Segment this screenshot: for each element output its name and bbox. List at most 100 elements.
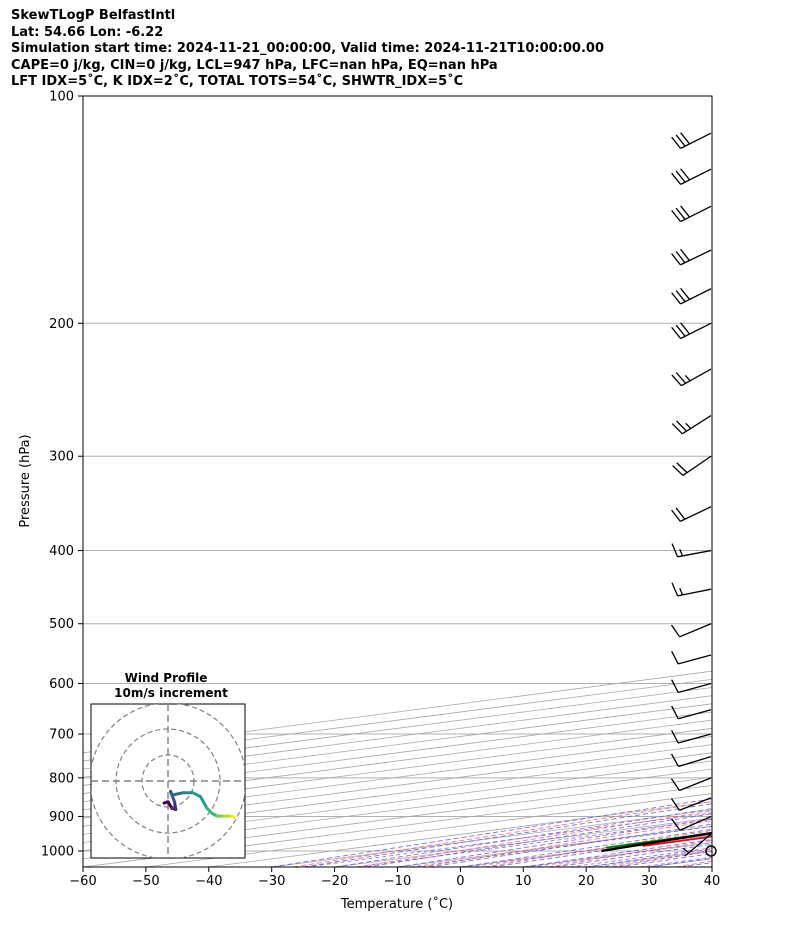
y-tick-label: 100 xyxy=(49,90,74,105)
sounding-data xyxy=(601,831,712,853)
barb-feather xyxy=(675,207,686,220)
barb-feather xyxy=(671,679,679,693)
barb-half-feather xyxy=(682,847,690,854)
barb-feather xyxy=(670,798,680,811)
moist-adiabat xyxy=(554,843,712,867)
barb-shaft xyxy=(680,205,712,223)
barb-shaft xyxy=(680,249,712,266)
barb-shaft xyxy=(678,733,712,744)
barb-half-feather xyxy=(684,375,691,382)
wind-barb xyxy=(682,833,712,857)
x-tick-label: −40 xyxy=(195,874,222,889)
wind-barb xyxy=(670,797,712,811)
y-tick-label: 600 xyxy=(49,677,74,692)
barb-shaft xyxy=(680,132,712,149)
station-location: Lat: 54.66 Lon: -6.22 xyxy=(11,24,164,40)
barb-half-feather xyxy=(679,588,684,596)
y-tick-label: 700 xyxy=(49,728,74,743)
dry-adiabat xyxy=(675,860,712,867)
wind-barb xyxy=(672,455,712,476)
barb-feather xyxy=(671,729,679,744)
moist-adiabat xyxy=(711,866,712,867)
x-tick-label: −50 xyxy=(132,874,159,889)
barb-feather xyxy=(680,205,691,218)
y-tick-label: 900 xyxy=(49,810,74,825)
dry-adiabat xyxy=(612,850,712,867)
barb-shaft xyxy=(682,455,712,476)
barb-feather xyxy=(675,507,686,520)
x-tick-label: 10 xyxy=(515,874,532,889)
wind-barb xyxy=(670,623,712,638)
barb-feather xyxy=(671,705,679,719)
x-tick-label: −20 xyxy=(321,874,348,889)
barb-feather xyxy=(675,372,687,384)
x-tick-label: −30 xyxy=(258,874,285,889)
moist-adiabat xyxy=(303,803,712,867)
y-tick-label: 400 xyxy=(49,544,74,559)
isotherm xyxy=(586,850,712,867)
moist-adiabat xyxy=(649,857,712,867)
isotherm xyxy=(83,695,712,778)
moist-adiabat xyxy=(744,96,794,867)
wind-barb xyxy=(671,506,712,522)
barb-feather xyxy=(680,322,691,335)
isotherm xyxy=(711,866,712,867)
barb-feather xyxy=(671,326,682,339)
barb-shaft xyxy=(681,368,712,387)
y-tick-label: 800 xyxy=(49,771,74,786)
wind-barb xyxy=(705,845,717,857)
moist-adiabat xyxy=(366,813,712,867)
barb-feather xyxy=(671,253,681,266)
barb-feather xyxy=(675,290,686,303)
hodograph-segment xyxy=(230,814,236,819)
barb-shaft xyxy=(678,756,712,768)
hodograph-segment xyxy=(199,795,209,810)
wind-barb xyxy=(671,705,712,720)
wind-barb xyxy=(671,582,712,597)
x-tick-label: −60 xyxy=(69,874,96,889)
barb-feather xyxy=(671,374,682,387)
convective-parameters: CAPE=0 j/kg, CIN=0 j/kg, LCL=947 hPa, LF… xyxy=(11,57,498,73)
x-tick-label: 40 xyxy=(704,874,721,889)
simulation-times: Simulation start time: 2024-11-21_00:00:… xyxy=(11,41,604,56)
wind-barb xyxy=(671,679,712,694)
barb-half-feather xyxy=(685,422,692,429)
wind-barbs xyxy=(670,132,717,857)
barb-feather xyxy=(670,624,681,638)
barb-feather xyxy=(671,172,682,185)
mixing-ratio-line xyxy=(305,812,712,867)
barb-shaft xyxy=(679,815,712,831)
wind-barb xyxy=(671,287,712,305)
x-tick-label: 20 xyxy=(578,874,595,889)
isotherm xyxy=(460,833,712,867)
mixing-ratio-line xyxy=(410,826,712,867)
barb-feather xyxy=(671,582,679,597)
x-tick-label: −10 xyxy=(384,874,411,889)
barb-shaft xyxy=(677,588,712,597)
mixing-ratio-line xyxy=(468,833,712,867)
y-tick-label: 300 xyxy=(49,450,74,465)
barb-shaft xyxy=(680,168,712,185)
wind-barb xyxy=(671,543,712,558)
x-tick-label: 30 xyxy=(641,874,658,889)
dewpoint-line xyxy=(605,832,712,849)
wind-barb xyxy=(671,415,712,435)
barb-feather xyxy=(670,818,681,831)
temperature-line xyxy=(642,835,712,847)
barb-feather xyxy=(671,509,681,522)
isotherm xyxy=(83,727,712,811)
barb-feather xyxy=(671,209,682,222)
barb-shaft xyxy=(679,797,712,811)
y-axis-label: Pressure (hPa) xyxy=(18,434,33,527)
wind-barb xyxy=(671,205,712,223)
barb-feather xyxy=(671,136,682,149)
hodograph-inset: Wind Profile 10m/s increment xyxy=(90,671,246,859)
barb-feather xyxy=(671,650,679,665)
wind-barb xyxy=(670,777,712,792)
wind-barb xyxy=(671,650,712,665)
x-axis-label: Temperature (˚C) xyxy=(340,896,453,912)
wind-barb xyxy=(670,753,712,768)
dry-adiabat xyxy=(740,96,794,867)
isotherm xyxy=(83,719,712,803)
